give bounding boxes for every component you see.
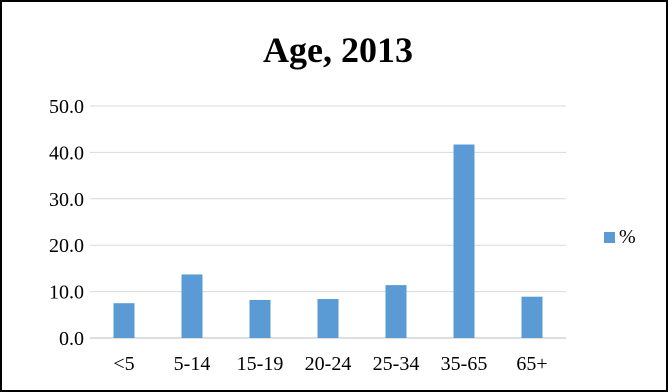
x-tick-label: 20-24 [305,353,352,375]
x-tick-label: <5 [113,353,134,375]
y-tick-label: 50.0 [49,96,84,118]
legend: % [604,226,636,248]
chart-title: Age, 2013 [263,30,413,70]
legend-swatch [604,232,615,243]
bars [113,144,543,338]
y-tick-label: 20.0 [49,235,84,257]
y-axis-ticks: 0.0 10.0 20.0 30.0 40.0 50.0 [49,96,84,350]
bar [453,144,475,338]
x-tick-label: 65+ [516,353,547,375]
bar [249,299,271,338]
gridlines [90,105,566,339]
bar [385,285,407,338]
y-tick-label: 30.0 [49,189,84,211]
x-tick-label: 25-34 [373,353,420,375]
bar [317,299,339,338]
bar [181,274,203,338]
bar [113,303,135,338]
x-tick-label: 5-14 [174,353,211,375]
y-tick-label: 10.0 [49,282,84,304]
bar [521,296,543,338]
legend-label: % [619,226,636,248]
y-tick-label: 0.0 [59,328,84,350]
x-tick-label: 35-65 [441,353,488,375]
x-tick-label: 15-19 [237,353,284,375]
y-tick-label: 40.0 [49,142,84,164]
x-axis-ticks: <5 5-14 15-19 20-24 25-34 35-65 65+ [113,353,547,375]
